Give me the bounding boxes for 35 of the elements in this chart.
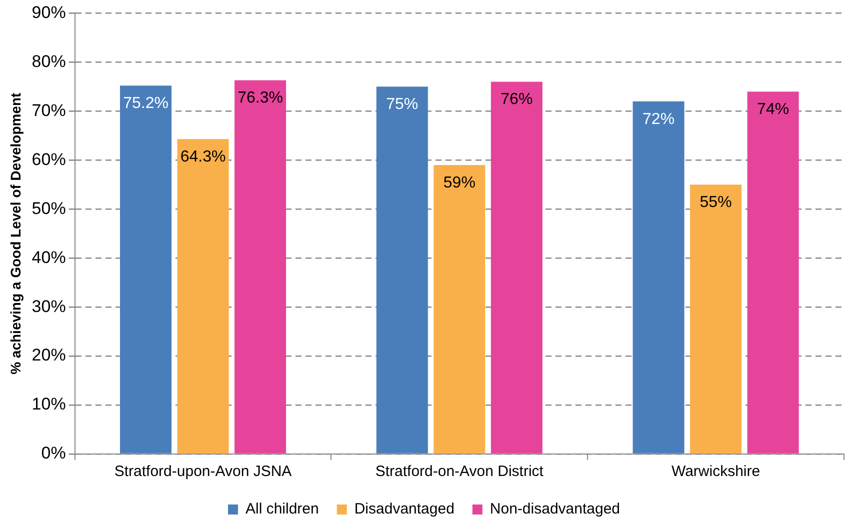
data-label: 64.3%	[180, 148, 226, 166]
legend-label: Non-disadvantaged	[490, 500, 620, 518]
data-label: 76%	[500, 91, 533, 108]
bar	[434, 165, 486, 454]
data-label: 55%	[700, 194, 732, 212]
y-tick-label: 80%	[32, 52, 66, 71]
x-tick-label: Stratford-on-Avon District	[375, 463, 544, 480]
y-tick-label: 0%	[41, 444, 66, 463]
data-label: 76.3%	[238, 90, 283, 107]
x-tick-label: Warwickshire	[671, 463, 760, 480]
y-tick-label: 30%	[32, 296, 66, 316]
data-label: 75%	[386, 96, 418, 114]
data-label: 72%	[642, 110, 675, 128]
bar	[747, 92, 799, 454]
bar	[177, 139, 229, 454]
bar	[120, 86, 172, 454]
y-tick-label: 20%	[32, 346, 66, 365]
data-label: 74%	[757, 100, 790, 118]
legend-label: Disadvantaged	[354, 500, 454, 518]
bar	[632, 101, 684, 454]
data-label: 75.2%	[123, 95, 168, 112]
legend-label: All children	[245, 500, 319, 518]
x-tick-label: Stratford-upon-Avon JSNA	[114, 463, 292, 480]
bar	[234, 80, 286, 454]
bar	[376, 86, 428, 454]
y-axis-title: % achieving a Good Level of Development	[7, 92, 24, 374]
y-tick-label: 70%	[32, 100, 66, 120]
y-tick-label: 50%	[32, 198, 66, 218]
y-tick-label: 40%	[32, 248, 66, 267]
y-tick-label: 60%	[32, 150, 66, 169]
y-tick-label: 10%	[32, 394, 66, 414]
data-label: 59%	[443, 174, 476, 192]
y-tick-label: 90%	[32, 2, 66, 22]
bar	[490, 82, 542, 454]
bar	[690, 184, 742, 454]
